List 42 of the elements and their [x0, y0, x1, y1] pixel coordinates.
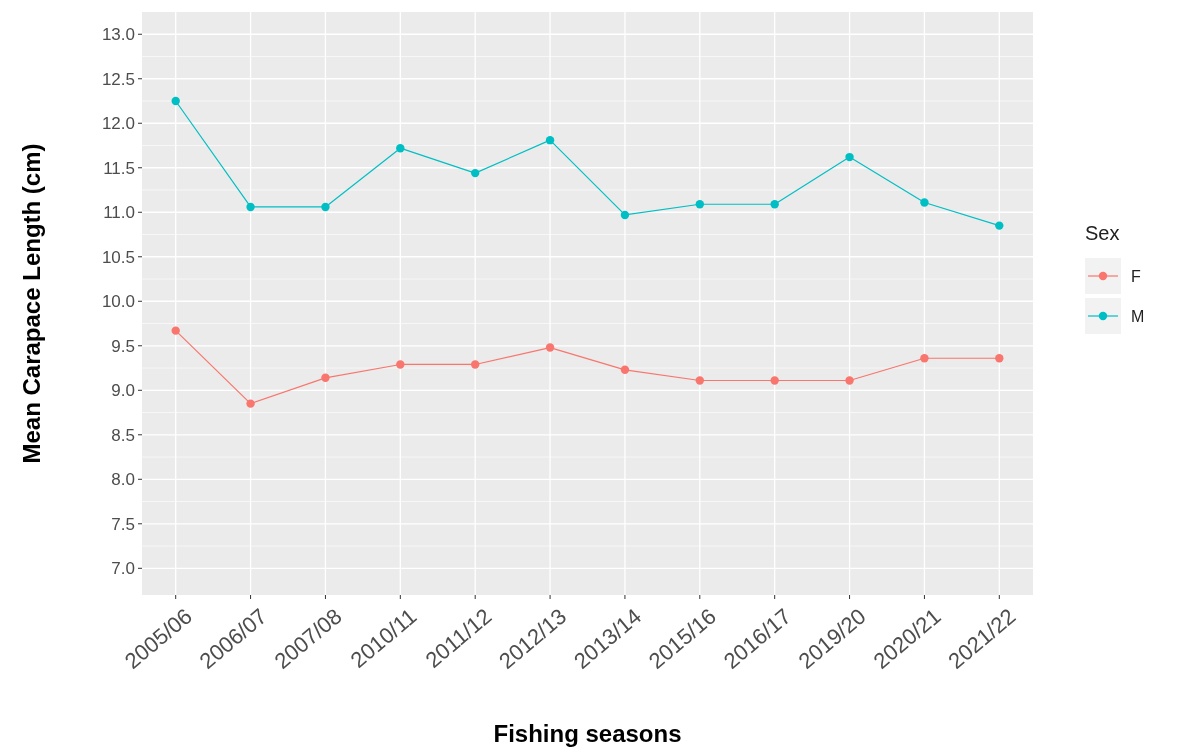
point — [545, 343, 555, 352]
point — [770, 200, 779, 209]
y-tick-label: 13.0 — [101, 25, 135, 45]
y-tick-label: 12.0 — [101, 114, 135, 134]
point — [845, 376, 854, 385]
y-tick-label: 12.5 — [101, 69, 135, 89]
y-tick-label: 8.5 — [111, 425, 135, 445]
point — [171, 326, 180, 335]
point — [920, 354, 929, 363]
point — [995, 354, 1004, 363]
y-tick-label: 8.0 — [111, 470, 135, 490]
point — [620, 365, 630, 375]
point — [470, 168, 480, 178]
y-axis-title: Mean Carapace Length (cm) — [18, 143, 45, 464]
y-tick-label: 9.0 — [111, 381, 135, 401]
point — [396, 360, 405, 369]
point — [695, 200, 705, 209]
point — [545, 135, 555, 145]
y-tick-label: 7.0 — [111, 559, 135, 579]
point — [995, 221, 1004, 230]
x-axis-title: Fishing seasons — [493, 720, 682, 747]
y-tick-label: 9.5 — [111, 336, 135, 356]
point — [246, 399, 255, 408]
legend-title: Sex — [1085, 222, 1120, 244]
point — [845, 152, 854, 162]
point — [470, 360, 480, 369]
y-tick-label: 10.5 — [101, 247, 135, 267]
legend-label: M — [1131, 307, 1145, 325]
y-tick-label: 11.5 — [103, 158, 135, 178]
point — [920, 198, 929, 207]
point — [171, 96, 180, 106]
point — [321, 373, 330, 383]
legend-label: F — [1131, 267, 1141, 285]
point — [396, 143, 405, 153]
point — [321, 202, 330, 212]
y-tick-label: 10.0 — [101, 292, 135, 312]
point — [246, 202, 255, 212]
y-tick-label: 7.5 — [111, 514, 135, 534]
point — [695, 376, 705, 385]
point — [620, 210, 630, 220]
y-tick-label: 11.0 — [103, 203, 135, 223]
point — [770, 376, 779, 385]
